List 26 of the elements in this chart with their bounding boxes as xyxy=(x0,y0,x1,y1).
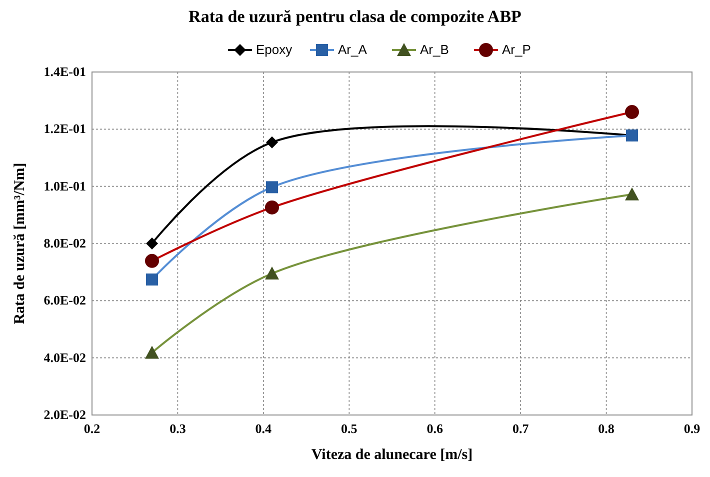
x-axis-title: Viteza de alunecare [m/s] xyxy=(311,447,473,463)
point xyxy=(266,136,278,148)
legend-label: Ar_P xyxy=(502,42,531,57)
x-tick-label: 0.5 xyxy=(341,421,358,436)
point xyxy=(146,238,158,250)
x-tick-label: 0.7 xyxy=(512,421,530,436)
chart-title: Rata de uzură pentru clasa de compozite ABP xyxy=(188,7,522,26)
y-tick-label: 6.0E-02 xyxy=(44,292,86,308)
x-tick-label: 0.4 xyxy=(255,421,272,436)
legend-label: Ar_A xyxy=(338,42,368,57)
y-axis-title: Rata de uzură [mm³/Nm] xyxy=(12,162,28,324)
x-tick-label: 0.3 xyxy=(170,421,186,436)
point xyxy=(266,181,278,194)
legend-label: Epoxy xyxy=(256,42,293,57)
y-tick-label: 4.0E-02 xyxy=(44,350,86,365)
y-tick-label: 1.2E-01 xyxy=(44,121,86,136)
x-tick-label: 0.9 xyxy=(684,421,701,436)
y-tick-label: 2.0E-02 xyxy=(44,407,86,422)
y-tick-label: 1.0E-01 xyxy=(44,178,86,194)
x-tick-label: 0.6 xyxy=(426,421,444,436)
x-tick-label: 0.2 xyxy=(84,421,100,436)
x-tick-label: 0.8 xyxy=(598,421,615,436)
y-tick-label: 8.0E-02 xyxy=(44,236,86,250)
legend-label: Ar_B xyxy=(420,42,449,57)
y-tick-label: 1.4E-01 xyxy=(44,64,86,79)
point xyxy=(146,274,158,286)
